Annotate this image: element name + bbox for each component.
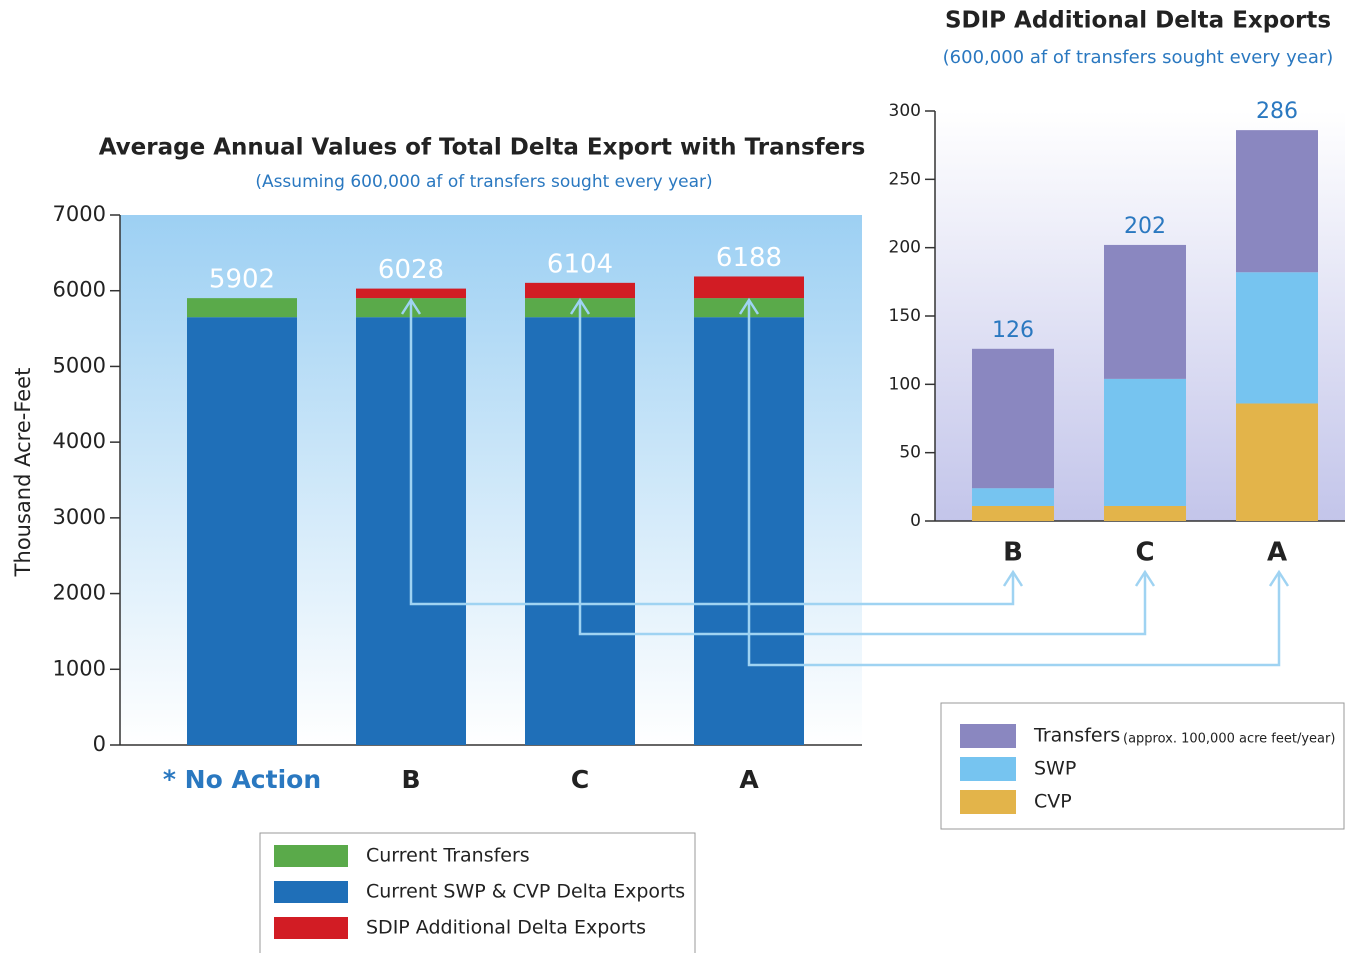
y-tick-label: 300 [889, 101, 921, 121]
y-tick-label: 200 [889, 238, 921, 258]
bar-segment [187, 298, 297, 318]
bar-segment [1236, 130, 1318, 273]
y-tick-label: 2000 [53, 581, 106, 605]
arrow-head [738, 297, 760, 315]
legend-swatch [960, 724, 1016, 748]
y-tick-label: 50 [899, 443, 921, 463]
arrow-head [1134, 569, 1156, 587]
legend-swatch [274, 917, 348, 939]
y-tick-label: 0 [93, 732, 106, 756]
bar-segment [1104, 505, 1186, 521]
connector-arrow [409, 300, 1015, 606]
x-tick-label: C [1135, 538, 1154, 568]
legend-swatch [274, 881, 348, 903]
total-label: 286 [1256, 99, 1298, 124]
chart-subtitle: (600,000 af of transfers sought every ye… [943, 47, 1334, 68]
total-label: 126 [992, 318, 1034, 343]
arrow-head [569, 297, 591, 315]
bar-segment [1104, 244, 1186, 379]
legend-label: Current SWP & CVP Delta Exports [366, 881, 685, 903]
bar-segment [694, 276, 804, 299]
y-tick-label: 250 [889, 169, 921, 189]
y-tick-label: 4000 [53, 429, 106, 453]
connector-arrow [747, 300, 1281, 667]
bar-segment [525, 282, 635, 299]
x-tick-label: * No Action [163, 765, 321, 794]
total-label: 202 [1124, 214, 1166, 239]
legend-label: Transfers [1033, 725, 1120, 747]
x-tick-label: B [401, 765, 420, 794]
legend-note: (approx. 100,000 acre feet/year) [1123, 732, 1335, 747]
arrow-head [400, 297, 422, 315]
total-label: 5902 [209, 265, 275, 295]
bar-segment [356, 288, 466, 299]
y-tick-label: 7000 [53, 202, 106, 226]
chart-title: Average Annual Values of Total Delta Exp… [99, 135, 866, 161]
bar-segment [1104, 378, 1186, 506]
legend-swatch [960, 790, 1016, 814]
bar-segment [187, 317, 297, 745]
arrow-head [1002, 569, 1024, 587]
legend-swatch [960, 757, 1016, 781]
y-tick-label: 5000 [53, 353, 106, 377]
total-label: 6028 [378, 255, 444, 285]
y-axis-label: Thousand Acre-Feet [11, 368, 35, 578]
x-tick-label: A [1267, 538, 1287, 568]
legend-label: SWP [1034, 758, 1076, 780]
y-tick-label: 150 [889, 306, 921, 326]
y-tick-label: 6000 [53, 278, 106, 302]
bar-segment [972, 505, 1054, 521]
total-label: 6188 [716, 243, 782, 273]
x-tick-label: C [571, 765, 589, 794]
bar-segment [972, 488, 1054, 506]
chart-subtitle: (Assuming 600,000 af of transfers sought… [255, 172, 712, 192]
bar-segment [1236, 403, 1318, 521]
bar-segment [972, 348, 1054, 489]
connector-arrow [578, 300, 1147, 636]
arrow-head [1268, 569, 1290, 587]
x-tick-label: A [739, 765, 759, 794]
total-label: 6104 [547, 249, 613, 279]
legend-swatch [274, 845, 348, 867]
y-tick-label: 100 [889, 374, 921, 394]
chart-title: SDIP Additional Delta Exports [945, 8, 1331, 34]
legend-label: SDIP Additional Delta Exports [366, 917, 646, 939]
y-tick-label: 3000 [53, 505, 106, 529]
bar-segment [1236, 272, 1318, 404]
y-tick-label: 1000 [53, 656, 106, 680]
x-tick-label: B [1003, 538, 1023, 568]
y-tick-label: 0 [910, 511, 921, 531]
legend-label: CVP [1034, 791, 1072, 813]
legend-label: Current Transfers [366, 845, 530, 867]
